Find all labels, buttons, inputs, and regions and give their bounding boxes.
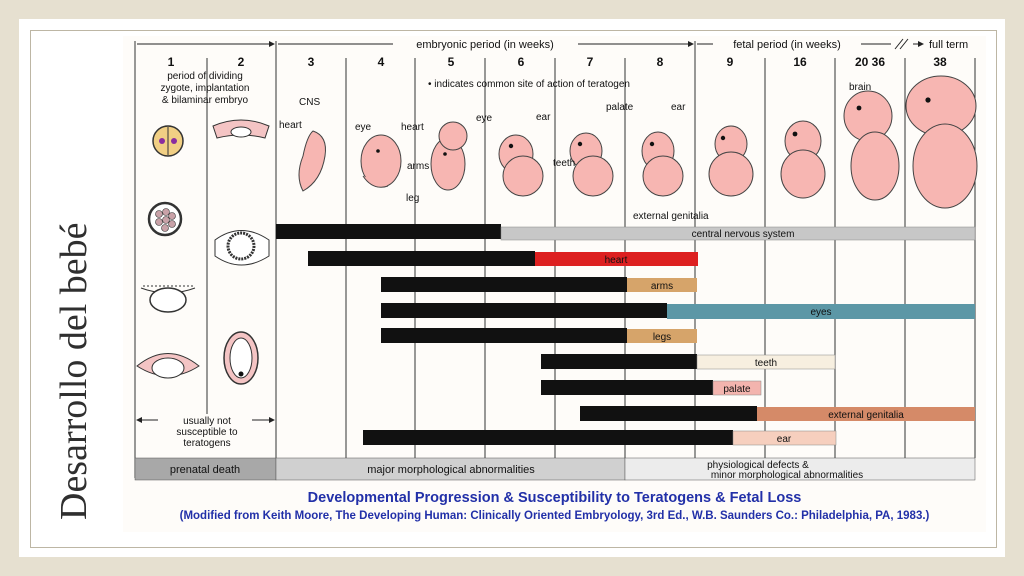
- bar-ear-sensitive: [363, 430, 733, 445]
- week-label: 1: [168, 55, 175, 69]
- embryo-drawings: [298, 75, 978, 209]
- bar-teeth-label: teeth: [755, 358, 777, 369]
- embryo-labels: CNS heart eye heart arms leg eye ear tee…: [279, 82, 871, 222]
- bar-cns-sensitive: [276, 224, 501, 239]
- arms-label: arms: [407, 161, 429, 172]
- bar-legs-label: legs: [653, 332, 671, 343]
- slide-title: Desarrollo del bebé: [53, 222, 95, 520]
- bar-eyes-label: eyes: [810, 307, 831, 318]
- bar-arms-label: arms: [651, 281, 673, 292]
- week-label: 8: [657, 55, 664, 69]
- bar-heart-less-sensitive: [535, 252, 698, 266]
- week-label: 5: [448, 55, 455, 69]
- susceptibility-bars: central nervous system heart arms eyes l…: [276, 224, 976, 446]
- bar-eyes-sensitive: [381, 303, 667, 318]
- bar-cns-less-sensitive: [500, 226, 976, 241]
- bar-teeth-less-sensitive: [696, 354, 836, 370]
- major-abnormalities-label: major morphological abnormalities: [367, 464, 535, 476]
- eye-label: eye: [355, 122, 372, 133]
- bar-palate-less-sensitive: [712, 380, 762, 396]
- week-numbers: 1 2 3 4 5 6 7 8 9 16 20 36 38: [168, 55, 947, 69]
- week-label: 4: [378, 55, 385, 69]
- svg-text:susceptible to: susceptible to: [176, 427, 238, 438]
- bar-cns-label: central nervous system: [692, 229, 795, 240]
- bar-legs-sensitive: [381, 328, 627, 343]
- teratogen-site-note: • indicates common site of action of ter…: [428, 79, 630, 90]
- minor-abnormalities-label: minor morphological abnormalities: [711, 470, 863, 481]
- week-label: 20 36: [855, 55, 885, 69]
- period-arrows: [137, 38, 924, 50]
- svg-text:teratogens: teratogens: [183, 438, 230, 449]
- fetal-period-label: fetal period (in weeks): [733, 39, 841, 51]
- ear-label: ear: [671, 102, 686, 113]
- bar-arms-less-sensitive: [627, 278, 697, 292]
- heart-label: heart: [279, 120, 302, 131]
- embryo-eyes: [376, 97, 931, 156]
- outcome-band: prenatal death major morphological abnor…: [134, 457, 976, 481]
- week-label: 2: [238, 55, 245, 69]
- bar-palate-sensitive: [541, 380, 713, 395]
- ear-label: ear: [536, 112, 551, 123]
- embryonic-period-label: embryonic period (in weeks): [416, 39, 554, 51]
- svg-text:& bilaminar embryo: & bilaminar embryo: [162, 95, 249, 106]
- teeth-label: teeth: [553, 158, 575, 169]
- heart-label: heart: [401, 122, 424, 133]
- brain-label: brain: [849, 82, 871, 93]
- implantation-drawings: [212, 119, 270, 385]
- external-genitalia-label: external genitalia: [633, 211, 709, 222]
- caption-source: (Modified from Keith Moore, The Developi…: [179, 510, 930, 522]
- physiological-defects-label: physiological defects &: [707, 460, 809, 471]
- week-label: 3: [308, 55, 315, 69]
- not-susceptible-note: usually not susceptible to teratogens: [136, 414, 275, 449]
- bar-genitalia-less-sensitive: [757, 407, 975, 421]
- bar-heart-label: heart: [605, 255, 628, 266]
- week-label: 16: [793, 55, 807, 69]
- bar-eyes-less-sensitive: [667, 304, 975, 319]
- bar-ear-less-sensitive: [732, 430, 837, 446]
- cns-label: CNS: [299, 97, 320, 108]
- bar-legs-less-sensitive: [627, 329, 697, 343]
- week-label: 7: [587, 55, 594, 69]
- svg-text:period of dividing: period of dividing: [167, 71, 243, 82]
- bar-palate-label: palate: [723, 384, 751, 395]
- palate-label: palate: [606, 102, 634, 113]
- week-label: 9: [727, 55, 734, 69]
- prenatal-death-label: prenatal death: [170, 464, 240, 476]
- caption-title: Developmental Progression & Susceptibili…: [307, 490, 802, 506]
- leg-label: leg: [406, 193, 419, 204]
- bar-heart-sensitive: [308, 251, 535, 266]
- eye-label: eye: [476, 113, 493, 124]
- svg-text:zygote, implantation: zygote, implantation: [161, 83, 250, 94]
- svg-text:usually not: usually not: [183, 416, 231, 427]
- zygote-drawings: [136, 125, 200, 379]
- bar-genitalia-sensitive: [580, 406, 757, 421]
- bar-teeth-sensitive: [541, 354, 697, 369]
- dividing-zygote-note: period of dividing zygote, implantation …: [161, 71, 250, 106]
- week-label: 38: [933, 55, 947, 69]
- bar-arms-sensitive: [381, 277, 627, 292]
- bar-genitalia-label: external genitalia: [828, 410, 904, 421]
- bar-ear-label: ear: [777, 434, 792, 445]
- slide-inner-border: [30, 30, 997, 548]
- week-label: 6: [518, 55, 525, 69]
- teratogen-diagram: embryonic period (in weeks) fetal period…: [123, 36, 986, 532]
- full-term-label: full term: [929, 39, 968, 51]
